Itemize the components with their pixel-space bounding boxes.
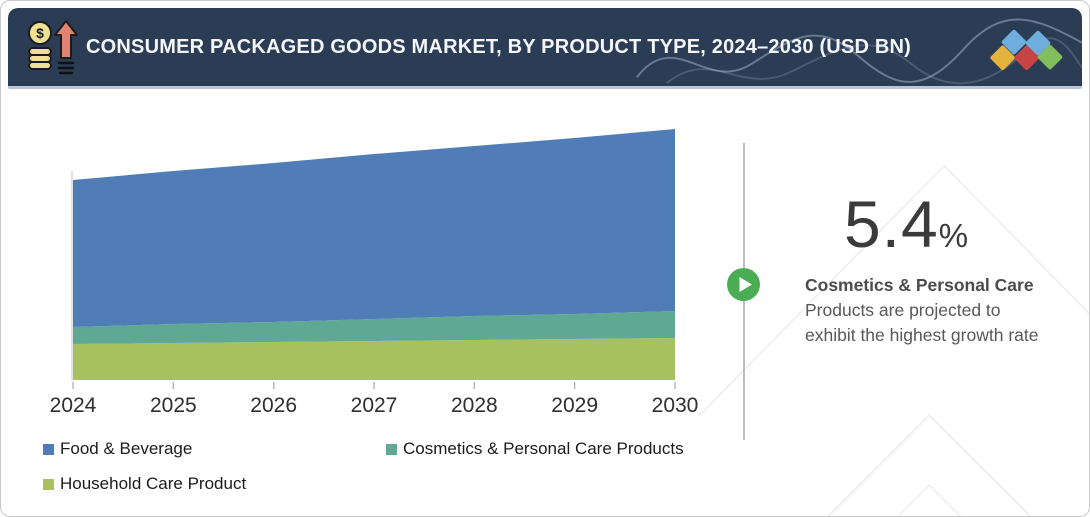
- legend-item-food-beverage: Food & Beverage: [43, 439, 193, 458]
- x-axis-label-2025: 2025: [150, 394, 197, 417]
- legend-swatch-cosmetics: [386, 443, 397, 455]
- percent-sign: %: [938, 217, 970, 254]
- diamonds-logo: [990, 29, 1063, 71]
- legend-label-household: Household Care Product: [60, 474, 247, 493]
- svg-text:$: $: [36, 25, 44, 41]
- legend-swatch-household: [43, 478, 54, 490]
- area-household-care-product: [73, 338, 675, 380]
- growth-rate-number: 5.4: [843, 187, 939, 261]
- legend-item-cosmetics: Cosmetics & Personal Care Products: [386, 439, 684, 458]
- x-axis-label-2029: 2029: [551, 394, 598, 417]
- x-axis-label-2028: 2028: [451, 394, 498, 417]
- coins-growth-icon: $: [28, 20, 78, 75]
- description-line-3: exhibit the highest growth rate: [805, 325, 1039, 345]
- x-axis-label-2024: 2024: [50, 394, 97, 417]
- area-cosmetics-personal-care-products: [73, 311, 675, 344]
- page-title: CONSUMER PACKAGED GOODS MARKET, BY PRODU…: [86, 35, 912, 58]
- description-line-2: Products are projected to: [805, 300, 1001, 320]
- description-line-1: Cosmetics & Personal Care: [805, 275, 1034, 295]
- legend-swatch-food-beverage: [43, 443, 54, 455]
- x-axis-label-2030: 2030: [652, 394, 699, 417]
- x-axis-label-2027: 2027: [351, 394, 398, 417]
- area-food-beverage: [73, 129, 675, 327]
- legend-label-food-beverage: Food & Beverage: [60, 439, 193, 458]
- growth-rate-description: Cosmetics & Personal Care Products are p…: [805, 273, 1050, 348]
- growth-rate-value: 5.4%: [799, 191, 1014, 257]
- legend-label-cosmetics: Cosmetics & Personal Care Products: [403, 439, 684, 458]
- x-axis-label-2026: 2026: [250, 394, 297, 417]
- legend-item-household: Household Care Product: [43, 474, 247, 493]
- title-bar: $ CONSUMER PACKAGED GOODS MARKET, BY PRO…: [8, 8, 1082, 89]
- play-button[interactable]: [726, 267, 761, 302]
